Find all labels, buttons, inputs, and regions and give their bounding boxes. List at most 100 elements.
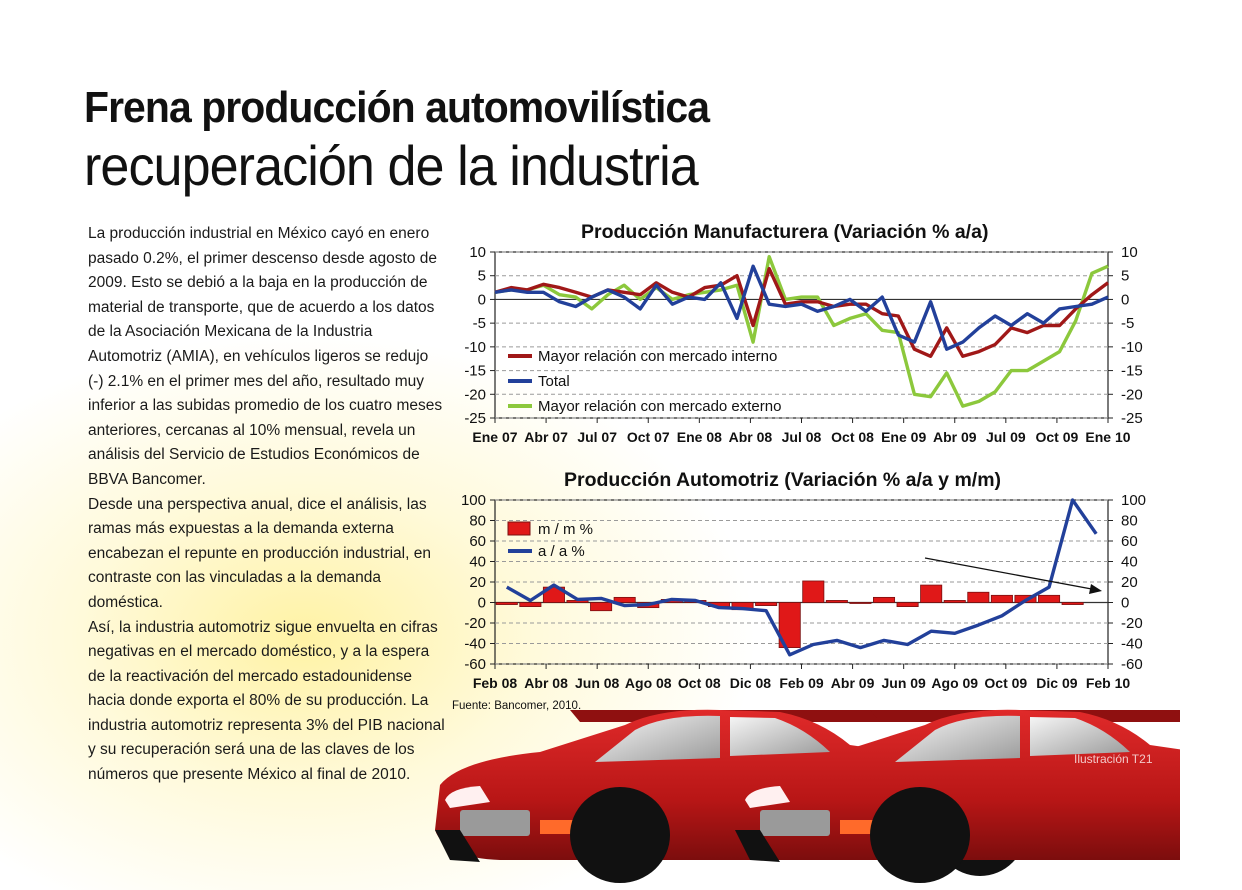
x-tick-label: Jul 09 — [986, 429, 1026, 445]
x-tick-label: Jun 08 — [575, 675, 620, 691]
y-tick-label-left: 20 — [469, 574, 486, 591]
bar — [778, 602, 801, 648]
x-tick-label: Ene 10 — [1085, 429, 1130, 445]
y-tick-label-left: 100 — [461, 492, 486, 509]
y-tick-label-left: -20 — [464, 386, 486, 403]
chart-automotive: 100 100 80 80 60 60 40 40 20 20 0 0 -20 -20 -40 -40 -60 -… — [461, 492, 1146, 691]
y-tick-label-left: 60 — [469, 533, 486, 550]
x-tick-label: Feb 08 — [473, 675, 518, 691]
bar — [825, 600, 848, 603]
x-tick-label: Dic 08 — [730, 675, 771, 691]
bar — [990, 594, 1013, 603]
x-tick-label: Abr 09 — [933, 429, 977, 445]
x-tick-label: Jun 09 — [881, 675, 926, 691]
x-tick-label: Ago 08 — [625, 675, 672, 691]
series-line — [494, 264, 1109, 351]
y-tick-label-right: -60 — [1121, 656, 1143, 673]
x-tick-label: Abr 09 — [831, 675, 875, 691]
series-line — [494, 266, 1110, 359]
bar — [920, 584, 943, 603]
annotation-arrowhead — [1089, 584, 1102, 594]
y-tick-label-right: 0 — [1121, 595, 1129, 612]
y-tick-label-left: 5 — [478, 268, 486, 285]
y-tick-label-left: -15 — [464, 363, 486, 380]
y-tick-label-right: 60 — [1121, 533, 1138, 550]
y-tick-label-left: -60 — [464, 656, 486, 673]
legend-label: Mayor relación con mercado externo — [538, 398, 781, 415]
bar — [590, 602, 613, 612]
y-tick-label-right: 40 — [1121, 554, 1138, 571]
legend-label: Mayor relación con mercado interno — [538, 348, 777, 365]
y-tick-label-right: 80 — [1121, 513, 1138, 530]
article-body: La producción industrial en México cayó … — [88, 222, 448, 788]
x-tick-label: Dic 09 — [1036, 675, 1077, 691]
chart-automotive-title: Producción Automotriz (Variación % a/a y… — [564, 469, 1002, 491]
x-tick-label: Oct 08 — [678, 675, 721, 691]
legend-label: a / a % — [538, 543, 585, 560]
illustration-credit: Ilustración T21 — [1074, 752, 1153, 766]
x-tick-label: Jul 07 — [577, 429, 617, 445]
paragraph-3: Así, la industria automotriz sigue envue… — [88, 618, 445, 784]
y-tick-label-left: -5 — [473, 315, 486, 332]
y-tick-label-left: 10 — [469, 244, 486, 261]
y-tick-label-right: -20 — [1121, 386, 1143, 403]
y-tick-label-left: -25 — [464, 410, 486, 427]
y-tick-label-right: -5 — [1121, 315, 1134, 332]
bar — [896, 602, 919, 607]
chart-manufacturing-title: Producción Manufacturera (Variación % a/… — [581, 221, 989, 243]
y-tick-label-left: -20 — [464, 615, 486, 632]
x-tick-label: Feb 10 — [1086, 675, 1131, 691]
x-tick-label: Abr 08 — [524, 675, 568, 691]
chart-manufacturing: 10 10 5 5 0 0 -5 -5 -10 -10 -15 -15 -20 -20 -25 -25 Ene … — [464, 244, 1143, 445]
y-tick-label-right: -10 — [1121, 339, 1143, 356]
x-tick-label: Oct 09 — [984, 675, 1027, 691]
x-tick-label: Oct 09 — [1036, 429, 1079, 445]
y-tick-label-left: -10 — [464, 339, 486, 356]
y-tick-label-right: 10 — [1121, 244, 1138, 261]
headline: Frena producción automovilística — [84, 83, 710, 132]
subheadline: recuperación de la industria — [84, 134, 699, 197]
y-tick-label-right: -15 — [1121, 363, 1143, 380]
annotation-arrow — [924, 557, 1098, 591]
y-tick-label-right: 100 — [1121, 492, 1146, 509]
x-tick-label: Abr 07 — [524, 429, 568, 445]
car-illustration — [435, 709, 1180, 883]
x-tick-label: Abr 08 — [729, 429, 773, 445]
x-tick-label: Feb 09 — [779, 675, 824, 691]
bar — [967, 591, 990, 603]
bar — [1038, 594, 1061, 603]
y-tick-label-left: 80 — [469, 513, 486, 530]
bar — [613, 596, 636, 603]
legend-label: Total — [538, 373, 570, 390]
bar — [755, 602, 778, 606]
y-tick-label-right: -40 — [1121, 636, 1143, 653]
series-line — [505, 498, 1098, 657]
bar — [873, 596, 896, 603]
bar — [1061, 602, 1084, 605]
x-tick-label: Ene 08 — [677, 429, 722, 445]
y-tick-label-left: -40 — [464, 636, 486, 653]
x-tick-label: Ago 09 — [931, 675, 978, 691]
bar — [519, 602, 542, 607]
y-tick-label-right: 20 — [1121, 574, 1138, 591]
bar — [802, 580, 825, 603]
plot-frame — [494, 251, 1109, 419]
legend-swatch — [507, 521, 531, 536]
y-tick-label-right: -20 — [1121, 615, 1143, 632]
bar — [542, 586, 565, 603]
x-tick-label: Oct 08 — [831, 429, 874, 445]
source-note: Fuente: Bancomer, 2010. — [452, 700, 582, 712]
y-tick-label-right: -25 — [1121, 410, 1143, 427]
x-tick-label: Jul 08 — [782, 429, 822, 445]
bar — [943, 600, 966, 603]
x-tick-label: Ene 09 — [881, 429, 926, 445]
x-tick-label: Ene 07 — [472, 429, 517, 445]
paragraph-1: La producción industrial en México cayó … — [88, 225, 443, 488]
y-tick-label-left: 0 — [478, 291, 486, 308]
bar — [495, 602, 518, 605]
x-tick-label: Oct 07 — [627, 429, 670, 445]
legend-label: m / m % — [538, 521, 593, 538]
paragraph-2: Desde una perspectiva anual, dice el aná… — [88, 495, 431, 611]
series-line — [494, 254, 1109, 408]
y-tick-label-right: 5 — [1121, 268, 1129, 285]
